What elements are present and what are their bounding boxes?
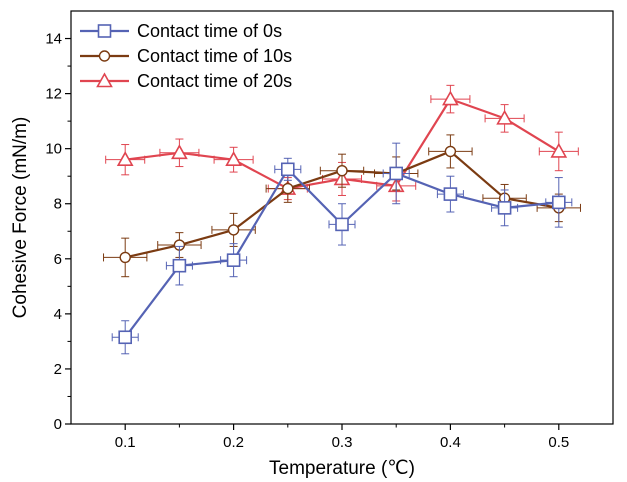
y-tick-label: 8 <box>54 196 62 213</box>
y-axis-title: Cohesive Force (mN/m) <box>10 117 31 319</box>
y-tick-label: 10 <box>45 141 62 158</box>
y-tick-label: 6 <box>54 251 62 268</box>
data-point <box>553 196 565 208</box>
x-tick-label: 0.2 <box>223 434 244 451</box>
data-point <box>283 184 293 194</box>
data-point <box>172 146 186 159</box>
data-point <box>390 167 402 179</box>
data-point <box>173 260 185 272</box>
y-tick-label: 4 <box>54 306 62 323</box>
legend-item: Contact time of 10s <box>80 46 292 66</box>
legend: Contact time of 0s Contact time of 10s Con… <box>80 21 292 91</box>
legend-item: Contact time of 0s <box>80 21 282 41</box>
series-layer <box>104 85 581 353</box>
y-tick-label: 12 <box>45 86 62 103</box>
legend-marker <box>100 51 110 61</box>
legend-label: Contact time of 20s <box>137 71 292 91</box>
legend-label: Contact time of 10s <box>137 46 292 66</box>
data-point <box>443 92 457 105</box>
data-point <box>282 163 294 175</box>
data-point <box>120 252 130 262</box>
x-tick-label: 0.1 <box>115 434 136 451</box>
axes: 0.1 0.2 0.3 0.4 0.5 0 2 4 6 8 10 12 14 <box>45 11 613 451</box>
x-tick-label: 0.4 <box>440 434 461 451</box>
data-point <box>445 146 455 156</box>
legend-marker <box>99 25 111 37</box>
data-point <box>228 254 240 266</box>
legend-item: Contact time of 20s <box>80 71 292 91</box>
y-tick-label: 2 <box>54 361 62 378</box>
data-point <box>444 188 456 200</box>
data-point <box>337 166 347 176</box>
x-tick-label: 0.3 <box>332 434 353 451</box>
data-point <box>119 331 131 343</box>
y-tick-label: 14 <box>45 31 62 48</box>
x-axis-title: Temperature (℃) <box>269 458 415 479</box>
data-point <box>499 202 511 214</box>
data-point <box>552 144 566 157</box>
data-point <box>229 225 239 235</box>
x-tick-label: 0.5 <box>548 434 569 451</box>
data-point <box>336 218 348 230</box>
y-tick-label: 0 <box>54 416 62 433</box>
legend-label: Contact time of 0s <box>137 21 282 41</box>
